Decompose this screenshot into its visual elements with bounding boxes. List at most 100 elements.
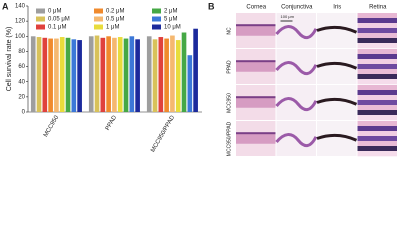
retina-layer: [357, 85, 397, 91]
bar: [152, 39, 158, 112]
x-tick-label: MCC950/PPAD: [150, 114, 176, 153]
x-tick-label: PPAD: [105, 114, 118, 131]
bar: [94, 35, 100, 112]
bar: [77, 40, 82, 113]
row-label: NC: [226, 27, 232, 35]
bar: [112, 37, 117, 112]
tissue-layer: [236, 61, 276, 72]
bar: [175, 40, 181, 113]
y-axis-label: Cell survival rate (%): [6, 27, 13, 92]
column-header: Iris: [333, 5, 341, 11]
bar: [193, 28, 198, 112]
legend-swatch: [152, 16, 161, 22]
legend-label: 0.5 μM: [106, 17, 124, 23]
legend-label: 5 μM: [164, 17, 177, 23]
retina-layer: [357, 28, 397, 34]
retina-layer: [357, 18, 397, 24]
scale-bar-label: 100 μm: [281, 14, 295, 19]
iris-band: [316, 61, 358, 70]
bar: [54, 38, 59, 112]
bar: [71, 39, 77, 112]
row-label: MCC950/PPAD: [226, 121, 232, 156]
bar: [100, 37, 106, 112]
bar: [65, 37, 71, 112]
y-tick-label: 40: [18, 79, 25, 85]
legend-label: 1 μM: [106, 25, 119, 31]
y-tick-label: 20: [18, 94, 25, 100]
bar: [135, 39, 140, 112]
legend-label: 2 μM: [164, 9, 177, 15]
legend-swatch: [94, 16, 103, 22]
iris-band: [316, 133, 358, 142]
bar: [106, 36, 111, 112]
retina-layer: [357, 105, 397, 111]
y-tick-label: 140: [15, 4, 26, 10]
x-tick-label: MCC950: [43, 114, 60, 138]
bar: [158, 37, 164, 112]
legend-swatch: [94, 24, 103, 30]
legend-swatch: [94, 8, 103, 14]
retina-layer: [357, 146, 397, 152]
panel-label: A: [2, 1, 9, 11]
tissue-fold: [275, 25, 318, 39]
bar: [187, 55, 193, 112]
legend-swatch: [36, 8, 45, 14]
column-header: Conjunctiva: [281, 5, 313, 11]
retina-layer: [357, 141, 397, 147]
retina-layer: [357, 90, 397, 96]
y-tick-label: 80: [18, 49, 25, 55]
retina-layer: [357, 33, 397, 39]
retina-layer: [357, 100, 397, 106]
retina-layer: [357, 131, 397, 137]
bar: [42, 37, 48, 112]
column-header: Cornea: [246, 5, 266, 11]
tissue-layer: [236, 133, 276, 144]
retina-layer: [357, 13, 397, 19]
tissue-layer: [236, 97, 276, 108]
retina-layer: [357, 136, 397, 142]
y-tick-label: 100: [15, 34, 26, 40]
bar: [48, 38, 53, 112]
legend-swatch: [36, 24, 45, 30]
legend-label: 0.1 μM: [48, 25, 66, 31]
row-label: PPAD: [226, 60, 232, 74]
tissue-fold: [275, 133, 318, 147]
legend-label: 0 μM: [48, 9, 61, 15]
retina-layer: [357, 151, 397, 157]
bar: [146, 36, 152, 112]
retina-layer: [357, 126, 397, 132]
retina-layer: [357, 54, 397, 60]
tissue-fold: [275, 61, 318, 75]
tissue-layer: [236, 96, 276, 99]
retina-layer: [357, 74, 397, 80]
bar: [117, 37, 123, 112]
y-tick-label: 60: [18, 64, 25, 70]
column-header: Retina: [369, 5, 387, 11]
legend-label: 0.2 μM: [106, 9, 124, 15]
retina-layer: [357, 95, 397, 101]
bar: [181, 32, 187, 112]
y-tick-label: 0: [22, 110, 26, 116]
tissue-layer: [236, 132, 276, 135]
retina-layer: [357, 110, 397, 116]
retina-layer: [357, 43, 397, 49]
legend-swatch: [152, 24, 161, 30]
iris-band: [316, 25, 358, 34]
tissue-layer: [236, 25, 276, 36]
legend-swatch: [36, 16, 45, 22]
bar: [164, 38, 169, 112]
figure: A B Cell survival rate (%) 0 20 40 60 80 100 1…: [2, 1, 397, 157]
panel-label: B: [208, 1, 215, 11]
bar: [170, 35, 175, 112]
tissue-layer: [236, 24, 276, 27]
tissue-fold: [275, 97, 318, 111]
bar: [36, 37, 42, 112]
legend-swatch: [152, 8, 161, 14]
bar: [88, 36, 94, 112]
retina-layer: [357, 115, 397, 121]
y-tick-label: 120: [15, 19, 26, 25]
bar: [59, 37, 65, 112]
retina-layer: [357, 79, 397, 85]
tissue-layer: [236, 60, 276, 63]
bar: [30, 36, 36, 112]
